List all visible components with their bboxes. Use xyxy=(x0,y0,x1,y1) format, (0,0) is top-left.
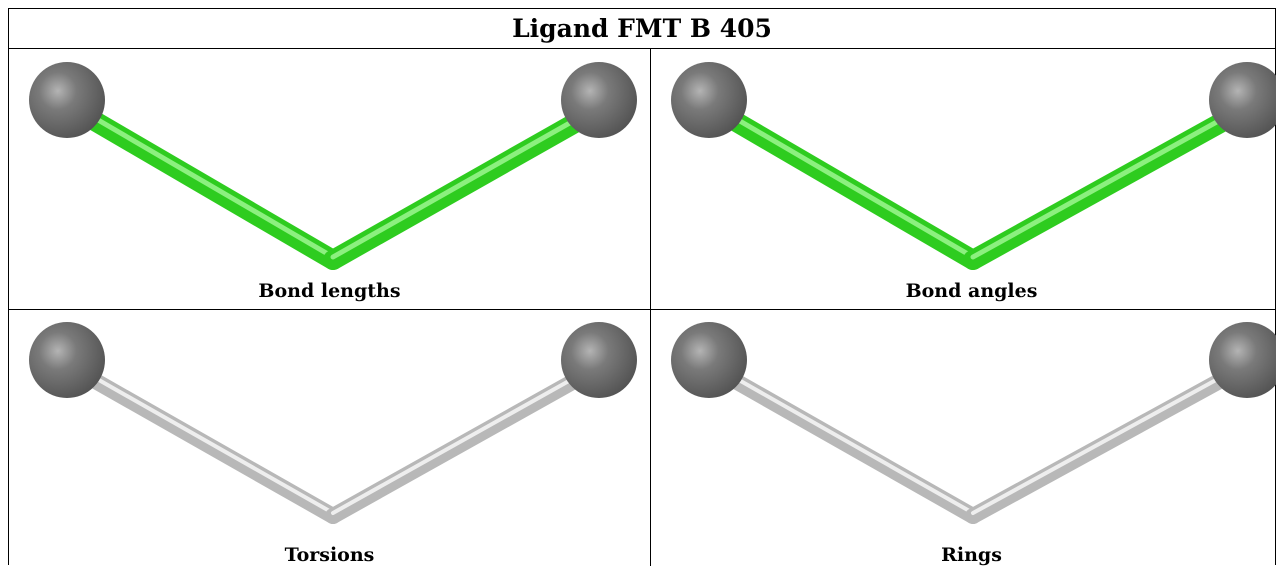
panel-bond-angles: Bond angles xyxy=(651,50,1276,310)
panel-bond-lengths: Bond lengths xyxy=(9,50,650,310)
atom-right xyxy=(561,62,637,138)
molecule-rings xyxy=(671,322,1276,524)
bond-right xyxy=(965,358,1255,524)
molecule-torsions xyxy=(29,322,637,524)
row-divider xyxy=(9,309,1275,310)
bond-left xyxy=(59,96,343,270)
bond-right xyxy=(963,96,1261,270)
column-divider xyxy=(650,49,651,566)
bond-right xyxy=(325,358,609,524)
bond-right xyxy=(323,96,615,270)
table-title: Ligand FMT B 405 xyxy=(9,9,1275,49)
atom-right xyxy=(1209,322,1276,398)
bond-left xyxy=(61,358,341,524)
atom-right xyxy=(1209,62,1276,138)
molecule-bond-angles xyxy=(671,62,1276,270)
panel-rings: Rings xyxy=(651,310,1276,566)
bond-left xyxy=(699,96,983,270)
caption-bond-angles: Bond angles xyxy=(905,280,1038,302)
caption-torsions: Torsions xyxy=(284,544,375,566)
atom-left xyxy=(29,62,105,138)
ligand-table: Ligand FMT B 405 Bond lengths xyxy=(8,8,1276,566)
atom-left xyxy=(29,322,105,398)
caption-bond-lengths: Bond lengths xyxy=(258,280,401,302)
bond-left xyxy=(701,358,981,524)
atom-left xyxy=(671,62,747,138)
atom-right xyxy=(561,322,637,398)
caption-rings: Rings xyxy=(941,544,1002,566)
atom-left xyxy=(671,322,747,398)
panel-torsions: Torsions xyxy=(9,310,650,566)
molecule-bond-lengths xyxy=(29,62,637,270)
